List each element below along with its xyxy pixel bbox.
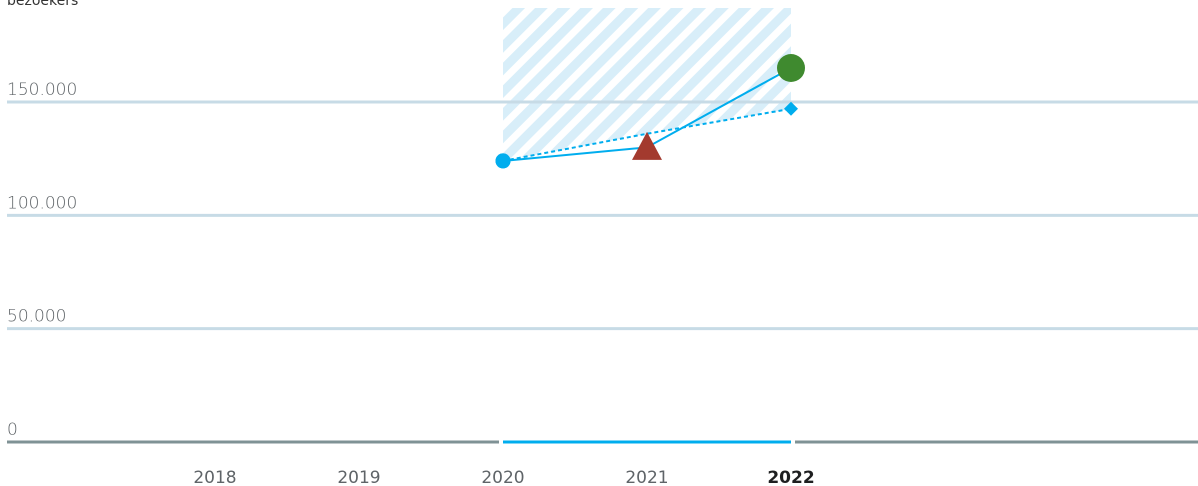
y-tick-label: 50.000 [7,307,66,327]
x-tick-label: 2020 [481,468,524,486]
x-axis-tick [499,440,503,444]
data-point-circle [777,54,805,82]
y-axis-label: bezoekers [7,0,78,9]
data-point-triangle [632,131,662,160]
x-axis-tick [791,440,795,444]
y-tick-label: 150.000 [7,80,77,100]
x-tick-label: 2021 [625,468,668,486]
x-tick-label: 2018 [193,468,236,486]
y-tick-label: 100.000 [7,193,77,213]
y-tick-label: 0 [7,420,18,440]
data-point-diamond [784,101,798,116]
forecast-band [503,8,791,161]
x-tick-label: 2019 [337,468,380,486]
x-tick-label: 2022 [767,468,814,486]
data-point-circle [495,153,511,169]
